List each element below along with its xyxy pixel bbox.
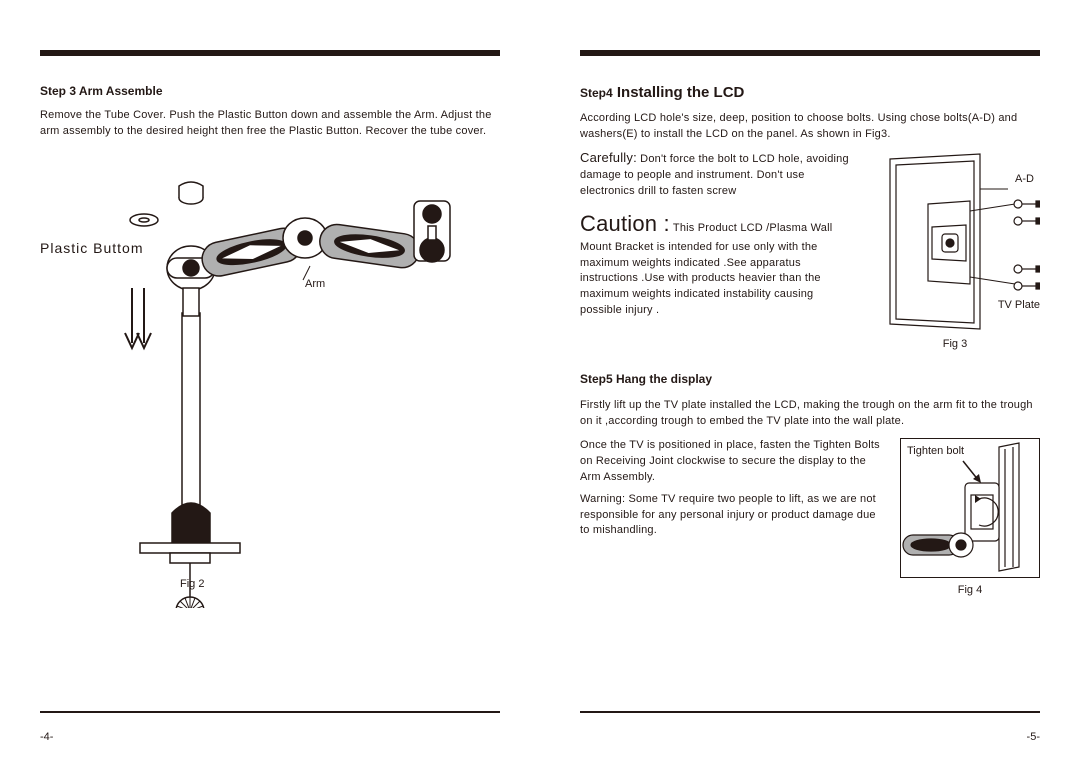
- label-arm: Arm: [305, 278, 325, 290]
- label-tvplate: TV Plate: [998, 299, 1040, 311]
- bottom-rule-right: [580, 711, 1040, 713]
- step5-para2: Once the TV is positioned in place, fast…: [580, 438, 886, 486]
- label-plastic-button: Plastic Buttom: [40, 240, 143, 256]
- label-tighten: Tighten bolt: [907, 445, 964, 457]
- caution-label: Caution :: [580, 211, 670, 236]
- fig2-svg: [40, 148, 500, 608]
- page-4: Step 3 Arm Assemble Remove the Tube Cove…: [0, 0, 540, 763]
- figure-4: Tighten bolt: [900, 438, 1040, 578]
- figure-3: A-D TV Plate: [870, 149, 1040, 334]
- step5-heading: Step5 Hang the display: [580, 372, 1040, 386]
- figure-2: Plastic Buttom Arm Fig 2: [40, 148, 500, 628]
- page-number-4: -4-: [40, 731, 53, 743]
- step4-text-col: Carefully: Don't force the bolt to LCD h…: [580, 149, 856, 350]
- figure-4-wrap: Tighten bolt: [900, 438, 1040, 596]
- step4-title-text: Installing the LCD: [617, 84, 745, 101]
- carefully-label: Carefully:: [580, 150, 637, 165]
- step5-row: Once the TV is positioned in place, fast…: [580, 438, 1040, 596]
- fig4-caption: Fig 4: [900, 584, 1040, 596]
- fig4-svg: [901, 439, 1039, 577]
- step5-warning: Warning: Some TV require two people to l…: [580, 492, 886, 540]
- warning-label: Warning:: [580, 493, 625, 505]
- page-number-5: -5-: [1027, 731, 1040, 743]
- bottom-rule-left: [40, 711, 500, 713]
- fig2-caption: Fig 2: [180, 578, 204, 590]
- warning-text: Some TV require two people to lift, as w…: [580, 493, 876, 537]
- figure-3-wrap: A-D TV Plate Fig 3: [870, 149, 1040, 350]
- page-spread: Step 3 Arm Assemble Remove the Tube Cove…: [0, 0, 1080, 763]
- step3-heading: Step 3 Arm Assemble: [40, 84, 500, 98]
- step4-row: Carefully: Don't force the bolt to LCD h…: [580, 149, 1040, 350]
- fig3-caption: Fig 3: [870, 338, 1040, 350]
- page-5: Step4 Installing the LCD According LCD h…: [540, 0, 1080, 763]
- step4-caution: Caution : This Product LCD /Plasma Wall …: [580, 208, 856, 320]
- label-ad: A-D: [1015, 173, 1034, 185]
- step4-carefully: Carefully: Don't force the bolt to LCD h…: [580, 149, 856, 200]
- step5-text-col: Once the TV is positioned in place, fast…: [580, 438, 886, 596]
- step5-para1: Firstly lift up the TV plate installed t…: [580, 398, 1040, 430]
- step4-prefix: Step4: [580, 86, 613, 100]
- step3-body: Remove the Tube Cover. Push the Plastic …: [40, 108, 500, 140]
- top-rule-left: [40, 50, 500, 56]
- top-rule-right: [580, 50, 1040, 56]
- step4-para1: According LCD hole's size, deep, positio…: [580, 111, 1040, 143]
- step4-heading: Step4 Installing the LCD: [580, 84, 1040, 101]
